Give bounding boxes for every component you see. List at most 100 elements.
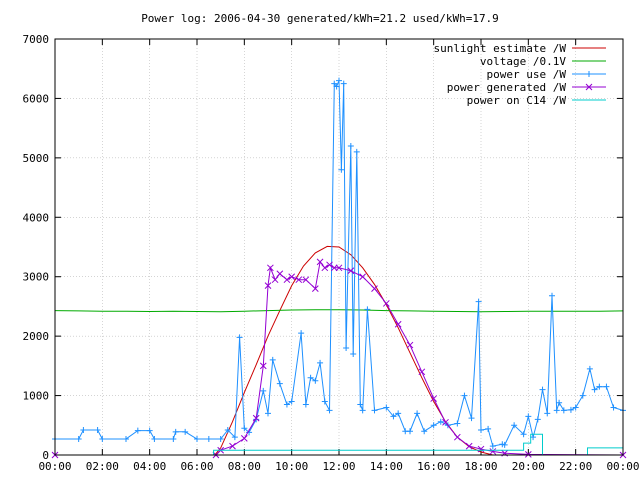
series-1 xyxy=(54,309,624,313)
data-point xyxy=(302,276,310,284)
data-point xyxy=(321,264,329,272)
grid-lines xyxy=(55,39,623,455)
data-point xyxy=(343,345,350,352)
data-point xyxy=(478,427,484,434)
data-point xyxy=(335,264,343,272)
data-point xyxy=(371,285,378,292)
y-tick-label: 3000 xyxy=(23,271,50,284)
chart-title: Power log: 2006-04-30 generated/kWh=21.2… xyxy=(141,12,499,25)
data-point xyxy=(511,422,518,429)
legend-marker xyxy=(585,83,593,91)
x-tick-label: 22:00 xyxy=(559,460,592,473)
legend-label: power on C14 /W xyxy=(467,94,567,107)
x-tick-label: 14:00 xyxy=(370,460,403,473)
data-point xyxy=(364,306,371,313)
data-point xyxy=(123,435,129,442)
data-point xyxy=(326,261,333,269)
x-tick-label: 08:00 xyxy=(228,460,261,473)
data-point xyxy=(520,431,527,438)
data-point xyxy=(260,387,267,394)
data-point xyxy=(596,383,603,390)
data-point xyxy=(549,292,555,299)
series-line xyxy=(55,433,623,456)
series-layer xyxy=(51,77,627,459)
data-point xyxy=(347,267,355,275)
data-point xyxy=(298,330,305,337)
data-point xyxy=(252,414,260,422)
data-point xyxy=(553,407,560,414)
data-point xyxy=(276,380,283,387)
data-point xyxy=(338,166,345,173)
axes: 0 1000 2000 3000 4000 5000 6000 7000 00:00 02:00 0… xyxy=(23,33,640,473)
data-point xyxy=(236,334,243,341)
data-point xyxy=(267,264,274,272)
data-point xyxy=(259,362,267,370)
y-tick-label: 0 xyxy=(42,449,49,462)
data-point xyxy=(539,386,546,393)
y-tick-label: 4000 xyxy=(23,211,50,224)
data-point xyxy=(265,410,271,417)
data-point xyxy=(453,433,461,441)
x-tick-label: 04:00 xyxy=(133,460,166,473)
data-point xyxy=(357,401,364,408)
data-point xyxy=(489,448,497,455)
y-tick-label: 2000 xyxy=(23,330,50,343)
series-3 xyxy=(51,258,627,459)
data-point xyxy=(524,451,532,458)
data-point xyxy=(330,264,338,272)
data-point xyxy=(146,427,153,434)
data-point xyxy=(307,374,314,381)
x-tick-label: 12:00 xyxy=(322,460,355,473)
data-point xyxy=(317,359,324,366)
legend-label: sunlight estimate /W xyxy=(434,42,567,55)
series-line xyxy=(55,80,624,447)
data-point xyxy=(353,148,360,155)
data-point xyxy=(567,406,574,413)
data-point xyxy=(311,285,319,292)
data-point xyxy=(134,427,141,434)
data-point xyxy=(468,415,475,422)
data-point xyxy=(501,441,508,448)
y-tick-label: 1000 xyxy=(23,390,50,403)
plot-frame xyxy=(54,38,624,456)
data-point xyxy=(231,434,238,441)
data-point xyxy=(418,368,426,376)
data-point xyxy=(394,320,402,328)
legend-label: power generated /W xyxy=(447,81,567,94)
data-point xyxy=(406,341,414,349)
data-point xyxy=(395,410,402,417)
data-point xyxy=(350,350,357,357)
data-point xyxy=(288,398,295,405)
x-tick-label: 18:00 xyxy=(464,460,497,473)
data-point xyxy=(240,435,248,442)
data-point xyxy=(224,427,231,434)
data-point xyxy=(603,383,610,390)
data-point xyxy=(283,276,291,284)
data-point xyxy=(80,427,87,434)
x-tick-label: 00:00 xyxy=(606,460,639,473)
data-point xyxy=(229,442,236,450)
data-point xyxy=(359,407,366,414)
data-point xyxy=(560,407,567,414)
data-point xyxy=(194,435,200,442)
data-point xyxy=(465,442,473,450)
data-point xyxy=(437,418,444,425)
data-point xyxy=(295,276,303,284)
data-point xyxy=(610,404,617,411)
data-point xyxy=(572,404,579,411)
x-tick-label: 00:00 xyxy=(38,460,71,473)
data-point xyxy=(586,365,593,372)
data-point xyxy=(269,356,276,363)
x-tick-label: 02:00 xyxy=(86,460,119,473)
data-point xyxy=(382,300,390,307)
series-line xyxy=(54,309,624,313)
data-point xyxy=(525,413,532,420)
data-point xyxy=(430,395,438,402)
data-point xyxy=(321,398,328,405)
data-point xyxy=(170,435,177,442)
data-point xyxy=(390,413,397,420)
data-point xyxy=(461,392,468,399)
data-point xyxy=(288,273,296,281)
data-point xyxy=(534,416,541,423)
